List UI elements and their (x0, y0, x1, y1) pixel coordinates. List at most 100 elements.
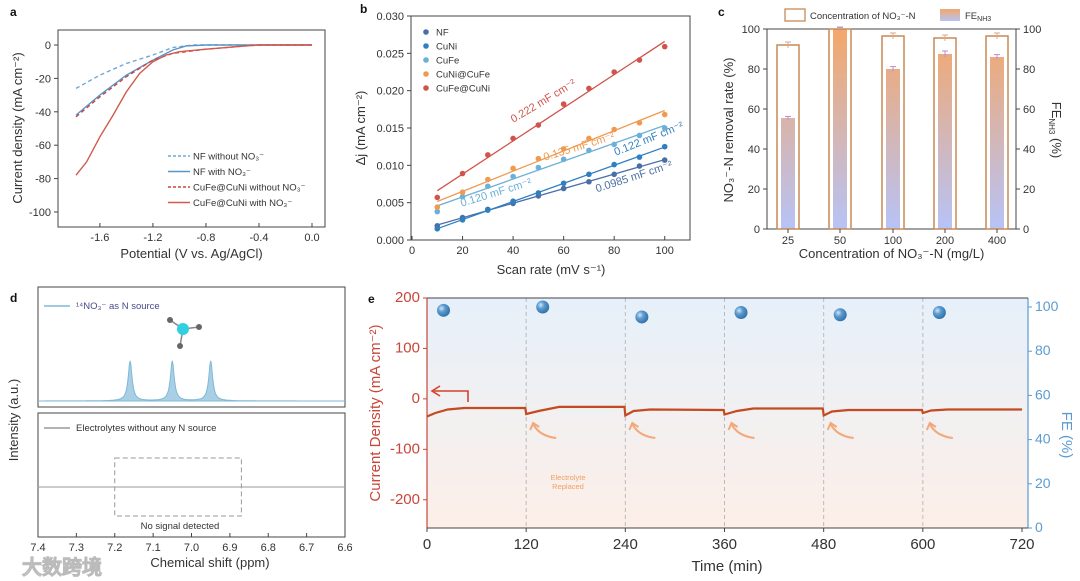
x-tick-label: 6.8 (261, 542, 276, 554)
x-tick-label: 6.7 (299, 542, 314, 554)
data-point (459, 189, 466, 196)
data-point (636, 163, 643, 169)
curved-arrow-icon (829, 423, 854, 439)
data-point (586, 178, 592, 185)
data-point (510, 173, 516, 180)
x-tick-label: 0 (409, 245, 415, 257)
x-tick-label: 80 (608, 245, 620, 257)
fit-line (436, 40, 666, 192)
data-point (586, 171, 592, 178)
legend-marker (423, 71, 429, 77)
panel-label-b: b (360, 2, 367, 16)
y-axis-label: Δj (mA cm⁻²) (353, 91, 368, 166)
panel-label-d: d (10, 291, 17, 305)
curved-arrow-head-icon (727, 421, 739, 431)
x-tick-label: 240 (613, 536, 638, 553)
fit-line (437, 158, 665, 226)
x-axis-label: Chemical shift (ppm) (150, 555, 269, 570)
legend-marker (423, 43, 429, 49)
data-point (510, 135, 516, 142)
x-axis-label: Scan rate (mV s⁻¹) (497, 262, 606, 277)
data-point (485, 183, 491, 190)
x-tick-label: 480 (811, 536, 836, 553)
fe-bar (781, 118, 795, 229)
x-tick-label: -0.8 (196, 232, 215, 244)
y-axis-label: Current Density (mA cm⁻²) (367, 324, 384, 501)
data-point (535, 122, 542, 128)
nitrogen-atom (177, 323, 189, 335)
data-point (510, 165, 516, 172)
data-point (459, 217, 466, 223)
legend-marker (423, 57, 429, 63)
curved-arrow-icon (928, 423, 953, 439)
data-point (434, 226, 441, 232)
curved-arrow-head-icon (826, 421, 838, 431)
data-point (611, 171, 617, 178)
y-tick-label: 0 (754, 224, 760, 236)
no-signal-box (114, 457, 242, 517)
x-tick-label: 100 (884, 235, 902, 247)
y-tick-label: 0 (1023, 224, 1029, 236)
fit-line (437, 146, 665, 230)
legend-label: FENH3 (965, 11, 991, 23)
x-tick-label: -0.4 (249, 232, 268, 244)
x-tick-label: 7.3 (69, 542, 84, 554)
x-tick-label: 6.6 (337, 542, 352, 554)
y-axis-label: Intensity (a.u.) (6, 379, 21, 461)
y-tick-label: -100 (390, 440, 420, 457)
annotation-text: Replaced (552, 482, 584, 491)
y-tick-label: -100 (29, 207, 51, 219)
data-point (434, 194, 441, 201)
fit-slope-label: 0.222 mF cm⁻² (509, 77, 579, 125)
hydrogen-atom (196, 324, 202, 330)
legend-label: Concentration of NO₃⁻-N (810, 11, 916, 22)
fit-line (437, 124, 665, 207)
y-tick-label: 80 (748, 64, 760, 76)
curved-arrow-icon (730, 423, 755, 439)
curved-arrow-head-icon (628, 421, 639, 431)
y-tick-label: 40 (748, 144, 760, 156)
fe-point (635, 310, 649, 324)
series-line (75, 44, 312, 116)
y-tick-label: 100 (1023, 24, 1041, 36)
y-tick-label: -200 (390, 491, 420, 508)
y-tick-label: 20 (1023, 184, 1035, 196)
y-tick-label: 0.010 (376, 160, 404, 172)
legend-marker (423, 85, 429, 91)
legend-label: CuFe@CuNi without NO₃⁻ (193, 183, 306, 194)
fe-point (536, 300, 550, 314)
y-tick-label: 20 (1035, 475, 1051, 491)
fe-bar (990, 57, 1004, 229)
data-point (560, 146, 567, 152)
data-point (434, 208, 441, 215)
y-tick-label: 0.015 (376, 123, 404, 135)
x-tick-label: 6.9 (222, 542, 237, 554)
y-tick-label: 20 (748, 184, 760, 196)
data-point (459, 170, 466, 177)
fe-bar (886, 69, 900, 229)
plot-frame-d-top (37, 286, 346, 408)
hydrogen-atom (177, 343, 183, 349)
legend-label: NF with NO₃⁻ (193, 167, 251, 178)
y-tick-label: 0 (412, 390, 420, 407)
data-point (611, 69, 617, 75)
ammonia-molecule-icon (167, 317, 202, 349)
legend-label: CuNi@CuFe (436, 70, 490, 81)
fit-slope-label: 0.0985 mF cm⁻² (594, 159, 674, 195)
curved-arrow-head-icon (529, 421, 540, 431)
data-point (661, 111, 668, 118)
annotation-text: Electrolyte (550, 473, 585, 482)
series-line (75, 44, 312, 90)
axis-indicator-arrow (434, 390, 469, 402)
x-tick-label: 360 (712, 536, 737, 553)
y-tick-label: 0 (1035, 519, 1043, 535)
data-point (485, 152, 491, 158)
data-point (611, 126, 617, 133)
legend-label-sub: NH3 (977, 16, 991, 23)
data-point (535, 164, 542, 171)
x-tick-label: 0 (423, 536, 431, 553)
y-axis-label-right-unit: (%) (1049, 134, 1064, 158)
y-tick-label: 200 (395, 289, 420, 306)
x-axis-label: Concentration of NO₃⁻-N (mg/L) (799, 246, 985, 261)
data-point (636, 154, 643, 160)
